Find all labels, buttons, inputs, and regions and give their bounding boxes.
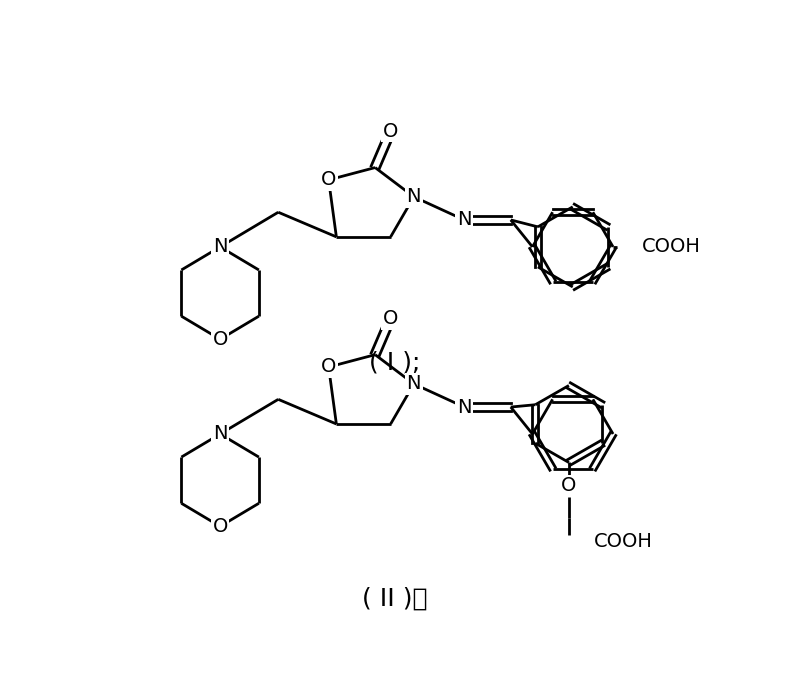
Text: O: O: [383, 309, 398, 328]
Text: N: N: [406, 374, 421, 393]
Text: ( II )。: ( II )。: [362, 587, 427, 611]
Text: O: O: [213, 517, 228, 536]
Text: N: N: [457, 210, 471, 229]
Text: O: O: [321, 170, 336, 190]
Text: O: O: [383, 122, 398, 141]
Text: N: N: [406, 187, 421, 206]
Text: COOH: COOH: [594, 532, 653, 551]
Text: COOH: COOH: [642, 238, 701, 256]
Text: N: N: [457, 397, 471, 417]
Text: N: N: [213, 424, 227, 443]
Text: O: O: [213, 330, 228, 348]
Text: O: O: [321, 358, 336, 376]
Text: O: O: [561, 476, 577, 495]
Text: ( I );: ( I );: [369, 351, 420, 374]
Text: N: N: [213, 238, 227, 256]
